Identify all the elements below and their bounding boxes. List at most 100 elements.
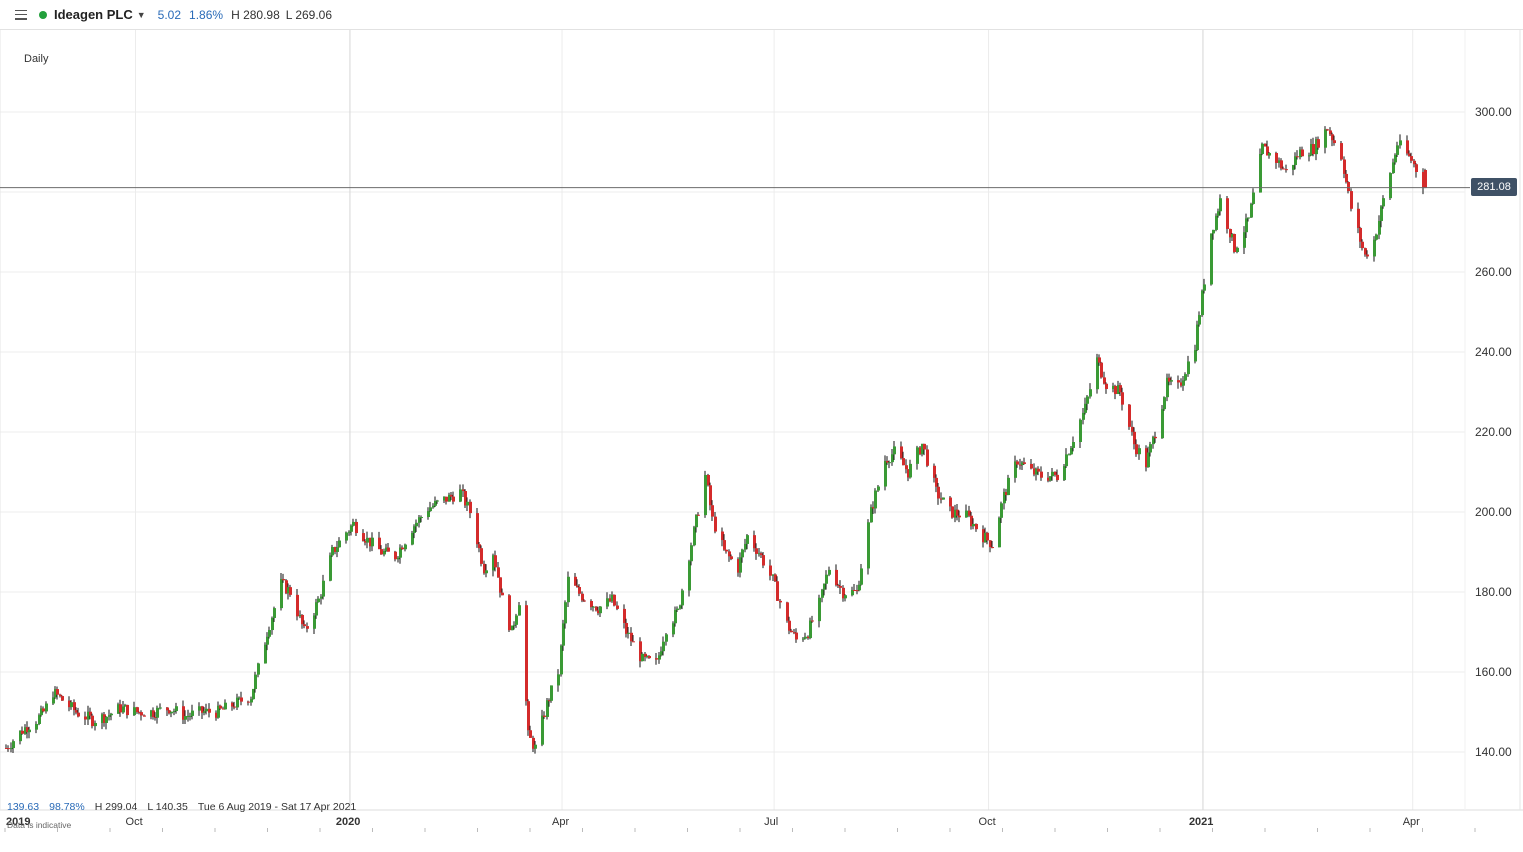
candle-down xyxy=(949,497,952,507)
candle-up xyxy=(418,517,421,523)
candle-down xyxy=(655,658,658,660)
candle-up xyxy=(317,598,320,603)
candle-up xyxy=(1373,239,1376,257)
candle-down xyxy=(525,605,528,702)
candle-down xyxy=(445,496,448,502)
candle-down xyxy=(1364,248,1367,255)
candle-up xyxy=(546,700,549,717)
candle-down xyxy=(462,489,465,492)
interval-label[interactable]: Daily xyxy=(24,53,49,65)
candle-up xyxy=(1182,380,1185,386)
candle-up xyxy=(888,462,891,464)
candle-down xyxy=(982,529,985,543)
candle-down xyxy=(1410,156,1413,161)
candle-down xyxy=(1040,471,1043,478)
candlestick-chart-svg[interactable]: 140.00 160.00 180.00 200.00 220.00 240.00 260.… xyxy=(0,30,1523,852)
candle-down xyxy=(697,514,700,516)
candle-down xyxy=(811,620,814,622)
candle-down xyxy=(795,632,798,640)
candle-up xyxy=(1007,477,1010,496)
market-status-dot xyxy=(39,10,47,19)
candle-up xyxy=(1201,290,1204,316)
candle-down xyxy=(905,465,908,470)
candle-down xyxy=(632,641,635,643)
candle-up xyxy=(385,547,388,551)
candle-up xyxy=(170,711,173,714)
current-price-label: 281.08 xyxy=(1471,178,1517,196)
candle-up xyxy=(1380,206,1383,222)
candle-down xyxy=(776,581,779,601)
candle-up xyxy=(1217,211,1220,216)
candle-down xyxy=(581,593,584,601)
price-change-percent: 1.86% xyxy=(189,7,224,22)
candle-up xyxy=(564,602,567,624)
candle-down xyxy=(1275,152,1278,163)
candle-up xyxy=(205,708,208,712)
x-tick-label: Jul xyxy=(764,816,778,828)
candle-up xyxy=(254,674,257,690)
candle-down xyxy=(625,622,628,634)
candle-up xyxy=(1198,315,1201,325)
candle-down xyxy=(839,585,842,588)
candle-down xyxy=(480,548,483,564)
candle-down xyxy=(762,555,765,566)
candle-up xyxy=(823,583,826,590)
candle-down xyxy=(483,563,486,574)
candle-down xyxy=(940,498,943,500)
x-tick-label: 2021 xyxy=(1189,816,1213,828)
candle-down xyxy=(1023,462,1026,464)
y-tick-label: 180.00 xyxy=(1475,585,1512,599)
candle-up xyxy=(965,510,968,518)
hamburger-menu-icon[interactable] xyxy=(15,9,27,20)
candle-up xyxy=(665,634,668,642)
candle-up xyxy=(870,507,873,523)
candle-down xyxy=(61,696,64,701)
candle-down xyxy=(1317,139,1320,148)
candle-up xyxy=(159,707,162,709)
candle-up xyxy=(299,614,302,617)
candle-down xyxy=(639,641,642,662)
candle-down xyxy=(168,710,171,714)
candle-up xyxy=(884,460,887,487)
candle-down xyxy=(1098,357,1101,363)
candle-down xyxy=(138,712,141,714)
candle-up xyxy=(660,651,663,656)
candle-down xyxy=(1424,170,1427,188)
candle-up xyxy=(411,532,414,545)
y-tick-label: 260.00 xyxy=(1475,265,1512,279)
candle-up xyxy=(287,587,290,594)
candle-up xyxy=(1082,412,1085,420)
candle-up xyxy=(679,605,682,609)
candle-up xyxy=(676,608,679,611)
candle-up xyxy=(399,547,402,558)
x-tick-label: Apr xyxy=(1403,816,1420,828)
candle-down xyxy=(1406,140,1409,154)
candle-up xyxy=(266,636,269,645)
candle-up xyxy=(257,663,260,675)
candle-up xyxy=(1210,233,1213,285)
candle-down xyxy=(494,555,497,568)
candle-up xyxy=(87,711,90,720)
candle-up xyxy=(1259,153,1262,193)
candle-up xyxy=(133,707,136,716)
candle-up xyxy=(1261,143,1264,154)
chevron-down-icon[interactable]: ▼ xyxy=(136,9,146,20)
candle-down xyxy=(1135,444,1138,455)
candle-up xyxy=(191,710,194,716)
instrument-name[interactable]: Ideagen PLC xyxy=(54,7,133,22)
candle-up xyxy=(117,704,120,714)
candle-up xyxy=(1051,471,1054,477)
price-chart[interactable]: 140.00 160.00 180.00 200.00 220.00 240.00 260.… xyxy=(0,30,1523,852)
candle-up xyxy=(695,514,698,528)
candle-up xyxy=(1310,144,1313,156)
candle-down xyxy=(152,710,155,718)
candle-down xyxy=(1133,431,1136,445)
candle-up xyxy=(1003,492,1006,504)
y-tick-label: 140.00 xyxy=(1475,745,1512,759)
candle-up xyxy=(1245,218,1248,233)
candle-up xyxy=(466,501,469,506)
candle-down xyxy=(835,569,838,586)
candle-up xyxy=(348,531,351,533)
candle-up xyxy=(1394,154,1397,163)
candle-up xyxy=(1308,155,1311,157)
